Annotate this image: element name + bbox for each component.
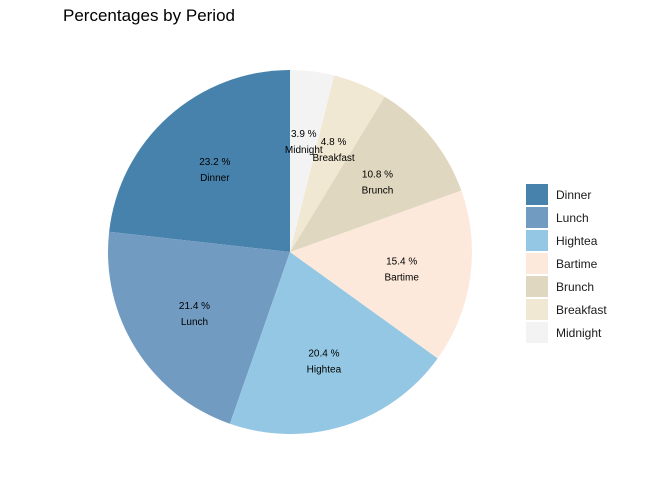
slice-percent-label-hightea: 20.4 % bbox=[308, 349, 339, 360]
slice-percent-label-brunch: 10.8 % bbox=[362, 170, 393, 181]
slice-name-label-breakfast: Breakfast bbox=[312, 153, 354, 164]
slice-percent-label-lunch: 21.4 % bbox=[179, 301, 210, 312]
slice-name-label-brunch: Brunch bbox=[362, 186, 394, 197]
pie-labels: 23.2 % Dinner 21.4 % Lunch 20.4 % Hightea 15.4… bbox=[179, 129, 419, 376]
legend-label-hightea: Hightea bbox=[556, 234, 598, 248]
legend-key-hightea bbox=[526, 230, 548, 251]
legend-label-midnight: Midnight bbox=[556, 326, 602, 340]
legend-label-brunch: Brunch bbox=[556, 280, 594, 294]
slice-midnight bbox=[290, 70, 335, 252]
slice-name-label-midnight: Midnight bbox=[285, 145, 323, 156]
slice-brunch bbox=[290, 96, 462, 252]
slice-bartime bbox=[290, 190, 473, 359]
legend-key-dinner bbox=[526, 184, 548, 205]
legend: Dinner Lunch Hightea Bartime Brunch Breakfast… bbox=[526, 184, 607, 343]
slice-percent-label-breakfast: 4.8 % bbox=[321, 137, 347, 148]
slice-percent-label-midnight: 3.9 % bbox=[291, 129, 317, 140]
legend-key-bartime bbox=[526, 253, 548, 274]
slice-dinner bbox=[109, 70, 290, 252]
legend-key-breakfast bbox=[526, 299, 548, 320]
slice-percent-label-bartime: 15.4 % bbox=[386, 257, 417, 268]
legend-label-lunch: Lunch bbox=[556, 211, 589, 225]
slice-percent-label-dinner: 23.2 % bbox=[199, 157, 230, 168]
slice-name-label-lunch: Lunch bbox=[181, 317, 208, 328]
slice-hightea bbox=[229, 252, 438, 434]
slice-breakfast bbox=[290, 75, 385, 252]
legend-label-breakfast: Breakfast bbox=[556, 303, 607, 317]
legend-label-bartime: Bartime bbox=[556, 257, 598, 271]
legend-key-lunch bbox=[526, 207, 548, 228]
pie-slices bbox=[107, 70, 473, 434]
chart-title: Percentages by Period bbox=[63, 6, 235, 25]
slice-name-label-bartime: Bartime bbox=[384, 273, 419, 284]
slice-name-label-dinner: Dinner bbox=[200, 173, 230, 184]
slice-name-label-hightea: Hightea bbox=[307, 365, 342, 376]
legend-label-dinner: Dinner bbox=[556, 188, 591, 202]
legend-key-midnight bbox=[526, 322, 548, 343]
slice-lunch bbox=[107, 231, 291, 424]
legend-key-brunch bbox=[526, 276, 548, 297]
